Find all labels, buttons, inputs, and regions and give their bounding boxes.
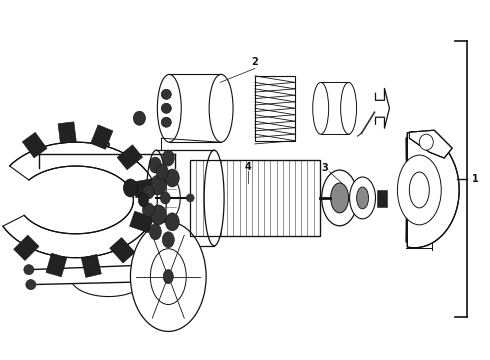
Ellipse shape bbox=[357, 187, 368, 209]
Text: 3: 3 bbox=[321, 163, 328, 173]
Bar bbox=[156, 150, 214, 246]
Ellipse shape bbox=[156, 176, 180, 220]
Ellipse shape bbox=[24, 265, 34, 275]
Ellipse shape bbox=[161, 89, 172, 99]
Ellipse shape bbox=[123, 179, 137, 197]
Bar bbox=[255, 76, 295, 141]
Ellipse shape bbox=[150, 205, 166, 225]
Ellipse shape bbox=[160, 192, 171, 204]
Polygon shape bbox=[81, 255, 101, 278]
Text: 2: 2 bbox=[251, 58, 258, 67]
Polygon shape bbox=[129, 211, 153, 233]
Polygon shape bbox=[46, 253, 67, 277]
Ellipse shape bbox=[165, 213, 179, 231]
Ellipse shape bbox=[143, 203, 154, 217]
Ellipse shape bbox=[331, 183, 348, 213]
Ellipse shape bbox=[419, 134, 433, 150]
Bar bbox=[321, 82, 348, 134]
Ellipse shape bbox=[163, 270, 173, 284]
Bar bbox=[190, 160, 319, 236]
Ellipse shape bbox=[133, 111, 146, 125]
Ellipse shape bbox=[397, 155, 441, 225]
Ellipse shape bbox=[349, 177, 375, 219]
Polygon shape bbox=[23, 132, 47, 158]
Ellipse shape bbox=[186, 194, 194, 202]
Text: 1: 1 bbox=[472, 174, 479, 184]
Ellipse shape bbox=[138, 193, 148, 207]
Ellipse shape bbox=[149, 224, 161, 240]
Text: 5: 5 bbox=[104, 139, 110, 149]
Bar bbox=[190, 160, 319, 236]
Ellipse shape bbox=[165, 169, 179, 187]
Polygon shape bbox=[14, 235, 39, 261]
Ellipse shape bbox=[161, 103, 172, 113]
Polygon shape bbox=[133, 179, 155, 198]
Polygon shape bbox=[406, 132, 459, 248]
Ellipse shape bbox=[150, 175, 166, 195]
Ellipse shape bbox=[143, 185, 154, 199]
Polygon shape bbox=[3, 142, 157, 258]
Ellipse shape bbox=[156, 164, 168, 180]
Polygon shape bbox=[117, 145, 143, 170]
Ellipse shape bbox=[149, 189, 159, 207]
Bar bbox=[169, 75, 221, 142]
Ellipse shape bbox=[313, 82, 329, 134]
Ellipse shape bbox=[341, 82, 357, 134]
Polygon shape bbox=[409, 130, 452, 158]
Polygon shape bbox=[110, 238, 135, 263]
Ellipse shape bbox=[209, 75, 233, 142]
Ellipse shape bbox=[204, 150, 224, 246]
Ellipse shape bbox=[147, 150, 166, 246]
Ellipse shape bbox=[409, 172, 429, 208]
Ellipse shape bbox=[157, 75, 181, 142]
Ellipse shape bbox=[162, 150, 174, 166]
Ellipse shape bbox=[322, 170, 358, 226]
Ellipse shape bbox=[26, 280, 36, 289]
Text: 4: 4 bbox=[245, 162, 251, 172]
Ellipse shape bbox=[162, 232, 174, 248]
Ellipse shape bbox=[161, 117, 172, 127]
Polygon shape bbox=[91, 125, 113, 149]
Ellipse shape bbox=[130, 222, 206, 332]
Polygon shape bbox=[377, 190, 388, 207]
Ellipse shape bbox=[149, 157, 161, 173]
Ellipse shape bbox=[150, 249, 186, 305]
Polygon shape bbox=[58, 122, 76, 144]
